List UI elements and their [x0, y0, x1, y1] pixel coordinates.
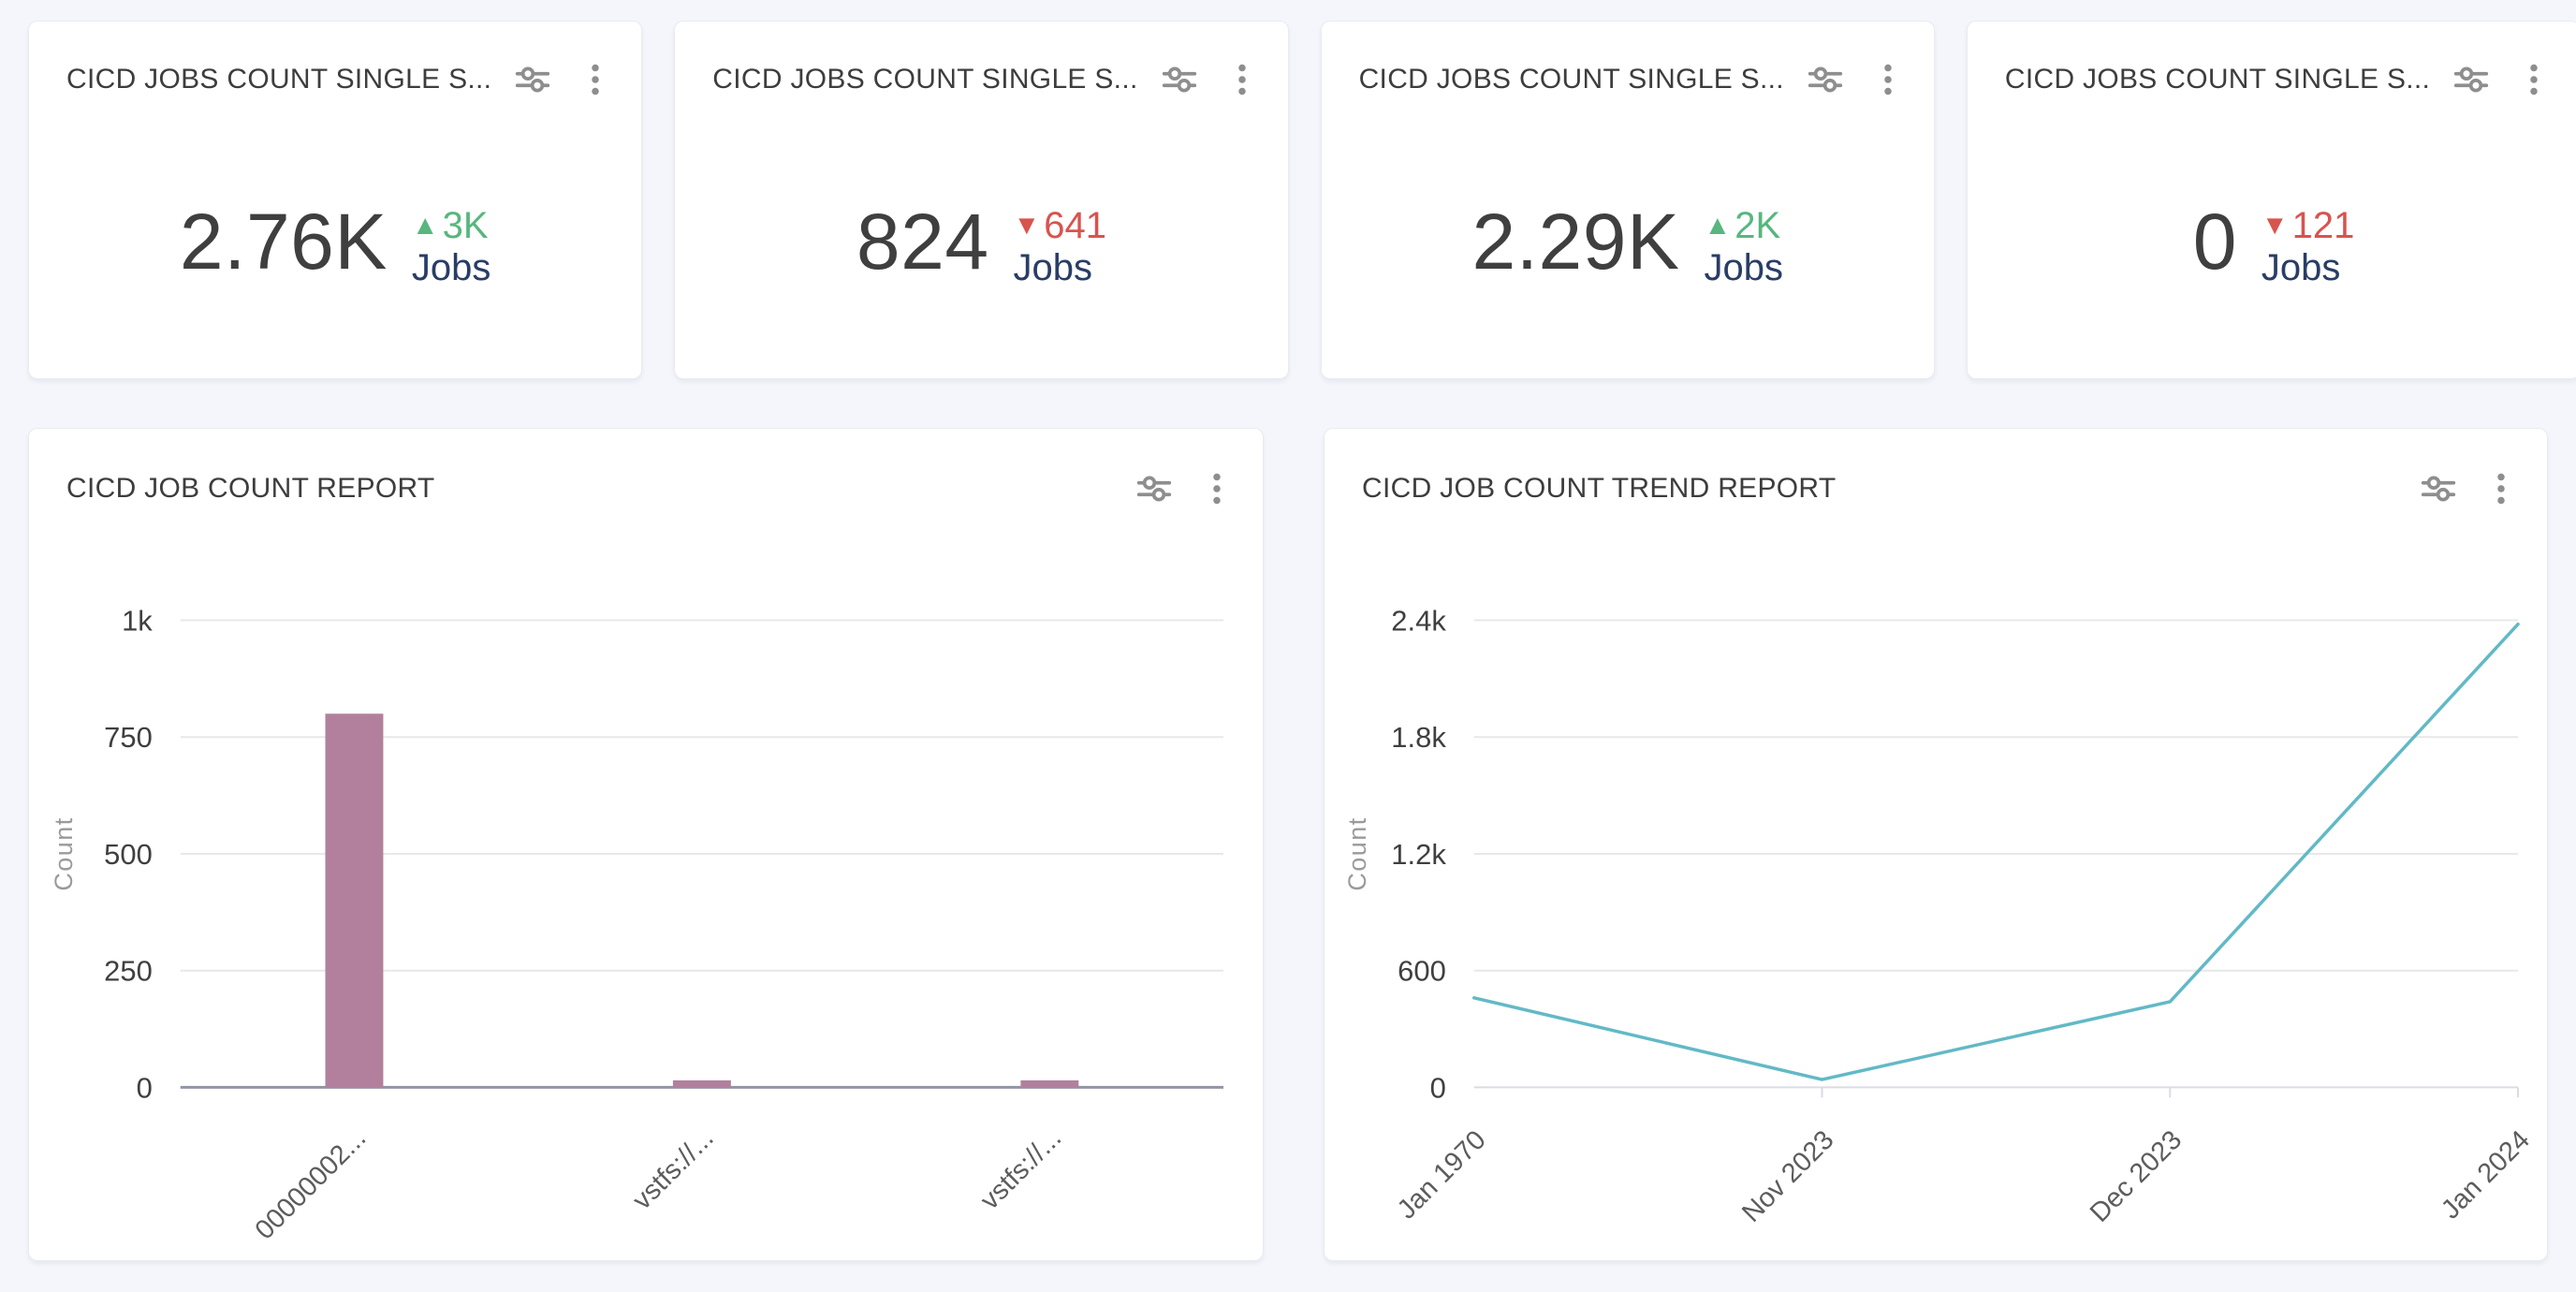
- line-chart-canvas: 0 600 1.2k 1.8k 2.4k Count Jan 1970 Nov 2023 Dec…: [1343, 605, 2536, 1228]
- more-menu-icon[interactable]: [1237, 61, 1247, 98]
- card-actions: [2452, 61, 2539, 98]
- metric-body: 2.29K ▲ 2K Jobs: [1322, 98, 1934, 378]
- svg-text:vstfs://...: vstfs://...: [974, 1123, 1067, 1216]
- card-actions: [514, 61, 600, 98]
- metric-card-jobs-4: CICD JOBS COUNT SINGLE S... 0 ▼ 121 Jobs: [1966, 21, 2576, 379]
- svg-text:0: 0: [137, 1071, 153, 1104]
- more-menu-icon[interactable]: [2529, 61, 2539, 98]
- metric-side: ▼ 641 Jobs: [1014, 205, 1106, 289]
- svg-text:1.8k: 1.8k: [1391, 721, 1446, 754]
- filters-icon[interactable]: [2420, 470, 2457, 507]
- metric-unit: Jobs: [1704, 246, 1784, 288]
- line-chart-card: 0 600 1.2k 1.8k 2.4k Count Jan 1970 Nov 2023 Dec…: [1324, 428, 2548, 1261]
- svg-text:Count: Count: [50, 816, 78, 890]
- metric-unit: Jobs: [1013, 246, 1093, 288]
- svg-text:600: 600: [1398, 955, 1446, 988]
- svg-text:2.4k: 2.4k: [1391, 605, 1446, 638]
- bar-chart-canvas: 0 250 500 750 1k Count 00000002... vstfs://... v…: [50, 605, 1224, 1246]
- card-header: CICD JOB COUNT TREND REPORT: [1325, 429, 2547, 507]
- metric-unit: Jobs: [2261, 246, 2341, 288]
- trend-up-icon: ▲: [1704, 210, 1732, 241]
- metric-value: 0: [2192, 198, 2237, 286]
- svg-text:Jan 1970: Jan 1970: [1392, 1125, 1492, 1226]
- metric-delta: ▼ 641: [1013, 204, 1106, 246]
- svg-text:0: 0: [1430, 1071, 1446, 1104]
- metric-body: 2.76K ▲ 3K Jobs: [29, 98, 641, 378]
- metric-side: ▲ 2K Jobs: [1705, 205, 1784, 289]
- metric-unit: Jobs: [411, 246, 491, 288]
- svg-text:500: 500: [104, 838, 153, 871]
- card-actions: [1161, 61, 1247, 98]
- metric-side: ▲ 3K Jobs: [412, 205, 491, 289]
- filters-icon[interactable]: [514, 61, 551, 98]
- card-header: CICD JOB COUNT REPORT: [29, 429, 1263, 507]
- svg-text:Nov 2023: Nov 2023: [1736, 1125, 1839, 1228]
- card-actions: [2420, 470, 2506, 507]
- trend-down-icon: ▼: [1013, 210, 1041, 241]
- more-menu-icon[interactable]: [1883, 61, 1893, 98]
- card-title: CICD JOBS COUNT SINGLE S...: [1358, 64, 1784, 95]
- metric-delta: ▲ 2K: [1704, 204, 1781, 246]
- more-menu-icon[interactable]: [2496, 470, 2506, 507]
- svg-text:250: 250: [104, 955, 153, 988]
- svg-text:Dec 2023: Dec 2023: [2085, 1125, 2188, 1228]
- bar-chart-card: 0 250 500 750 1k Count 00000002... vstfs://... v…: [28, 428, 1264, 1261]
- metric-value: 824: [856, 198, 989, 286]
- svg-text:vstfs://...: vstfs://...: [627, 1123, 720, 1216]
- metrics-row: CICD JOBS COUNT SINGLE S... 2.76K ▲ 3K Jo…: [28, 21, 2576, 379]
- metric-delta: ▲ 3K: [411, 204, 489, 246]
- filters-icon[interactable]: [1807, 61, 1844, 98]
- card-title: CICD JOBS COUNT SINGLE S...: [2004, 64, 2431, 95]
- charts-row: 0 250 500 750 1k Count 00000002... vstfs://... v…: [28, 428, 2548, 1261]
- filters-icon[interactable]: [1135, 470, 1173, 507]
- filters-icon[interactable]: [2452, 61, 2490, 98]
- svg-text:750: 750: [104, 721, 153, 754]
- card-header: CICD JOBS COUNT SINGLE S...: [675, 22, 1287, 98]
- card-header: CICD JOBS COUNT SINGLE S...: [1322, 22, 1934, 98]
- metric-body: 0 ▼ 121 Jobs: [1968, 98, 2576, 378]
- card-header: CICD JOBS COUNT SINGLE S...: [29, 22, 641, 98]
- trend-up-icon: ▲: [411, 210, 439, 241]
- metric-card-jobs-3: CICD JOBS COUNT SINGLE S... 2.29K ▲ 2K Jo…: [1320, 21, 1935, 379]
- card-header: CICD JOBS COUNT SINGLE S...: [1968, 22, 2576, 98]
- metric-value: 2.29K: [1471, 198, 1680, 286]
- svg-text:00000002...: 00000002...: [250, 1123, 373, 1246]
- svg-text:Jan 2024: Jan 2024: [2436, 1125, 2536, 1226]
- svg-text:1k: 1k: [122, 605, 153, 638]
- metric-card-jobs-2: CICD JOBS COUNT SINGLE S... 824 ▼ 641 Job…: [674, 21, 1289, 379]
- metric-card-jobs-1: CICD JOBS COUNT SINGLE S... 2.76K ▲ 3K Jo…: [28, 21, 643, 379]
- filters-icon[interactable]: [1161, 61, 1198, 98]
- card-actions: [1807, 61, 1893, 98]
- card-title: CICD JOBS COUNT SINGLE S...: [712, 64, 1138, 95]
- card-title: CICD JOBS COUNT SINGLE S...: [66, 64, 492, 95]
- card-actions: [1135, 470, 1222, 507]
- more-menu-icon[interactable]: [591, 61, 600, 98]
- metric-value: 2.76K: [179, 198, 388, 286]
- metric-body: 824 ▼ 641 Jobs: [675, 98, 1287, 378]
- metric-side: ▼ 121 Jobs: [2261, 205, 2354, 289]
- more-menu-icon[interactable]: [1212, 470, 1222, 507]
- metric-delta: ▼ 121: [2261, 204, 2355, 246]
- trend-down-icon: ▼: [2261, 210, 2289, 241]
- chart-title: CICD JOB COUNT TREND REPORT: [1362, 473, 1837, 504]
- svg-text:1.2k: 1.2k: [1391, 838, 1446, 871]
- chart-title: CICD JOB COUNT REPORT: [66, 473, 435, 504]
- svg-text:Count: Count: [1343, 816, 1371, 890]
